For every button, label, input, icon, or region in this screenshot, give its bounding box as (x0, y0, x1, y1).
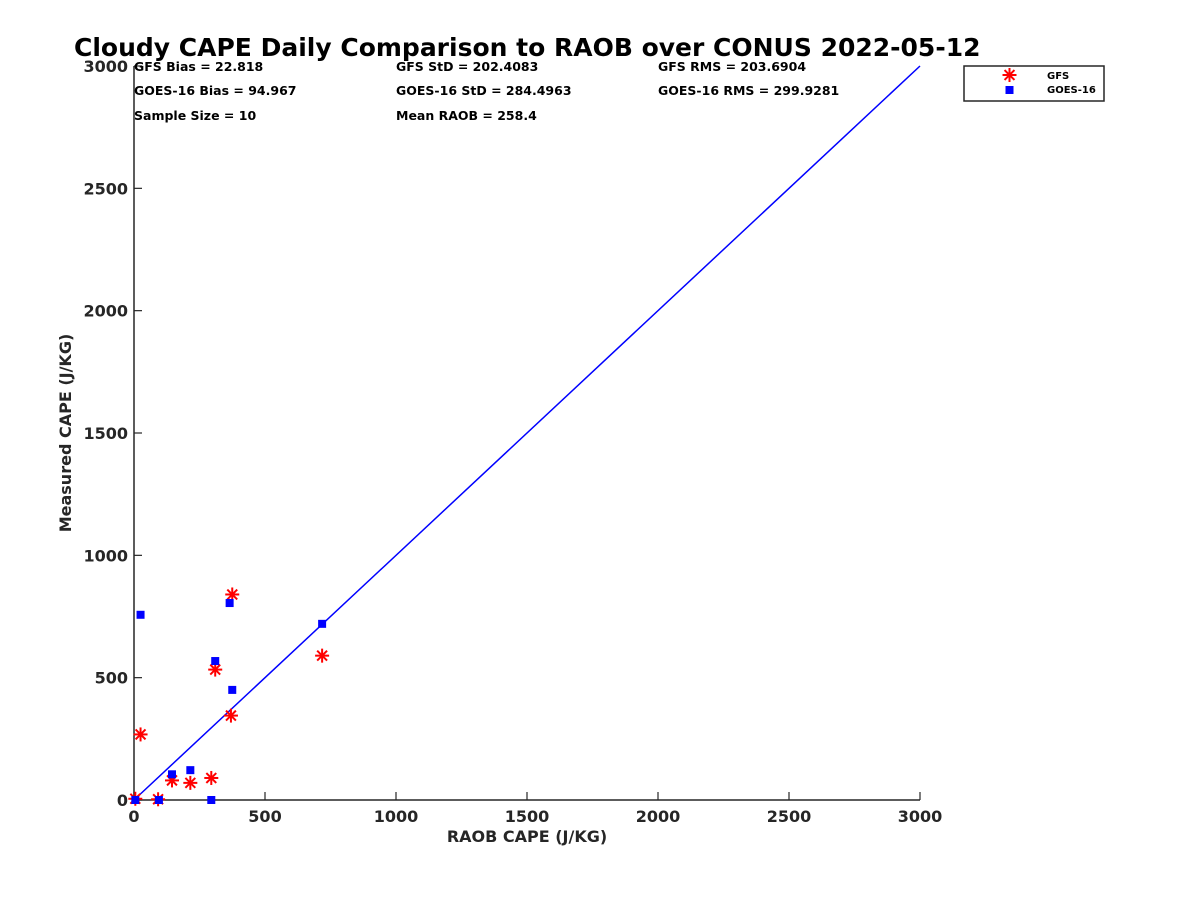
goes-16-point (167, 770, 176, 779)
gfs-point (133, 727, 148, 742)
legend: GFS GOES-16 (963, 65, 1105, 102)
goes-16-series (131, 599, 327, 804)
gfs-point (183, 775, 198, 790)
x-tick-label: 500 (248, 807, 281, 826)
gfs-point (204, 770, 219, 785)
x-tick-label: 2000 (636, 807, 681, 826)
gfs-series (128, 587, 330, 807)
legend-goes-marker (1005, 86, 1014, 94)
goes-16-point (136, 610, 145, 619)
y-tick-label: 2500 (83, 179, 128, 198)
gfs-point (315, 648, 330, 663)
gfs-std-text: GFS StD = 202.4083 (396, 59, 538, 74)
legend-gfs-label: GFS (1047, 71, 1069, 82)
y-tick-label: 1500 (83, 424, 128, 443)
y-tick-label: 1000 (83, 546, 128, 565)
x-ticks: 0 500 1000 1500 2000 2500 3000 (128, 792, 942, 826)
legend-goes-label: GOES-16 (1047, 85, 1096, 96)
x-tick-label: 1000 (374, 807, 419, 826)
chart-title: Cloudy CAPE Daily Comparison to RAOB ove… (74, 33, 980, 62)
stats-block: GFS Bias = 22.818 GOES-16 Bias = 94.967 … (134, 59, 839, 123)
gfs-point (223, 708, 238, 723)
goes-16-point (228, 685, 237, 694)
mean-raob-text: Mean RAOB = 258.4 (396, 108, 537, 123)
gfs-rms-text: GFS RMS = 203.6904 (658, 59, 806, 74)
x-axis-label: RAOB CAPE (J/KG) (447, 827, 607, 846)
x-tick-label: 0 (128, 807, 139, 826)
y-tick-label: 0 (117, 791, 128, 810)
axes: 0 500 1000 1500 2000 2500 3000 0 500 1000 1500 200… (83, 57, 942, 826)
x-tick-label: 3000 (898, 807, 943, 826)
goes-rms-text: GOES-16 RMS = 299.9281 (658, 83, 839, 98)
goes-16-point (225, 599, 234, 608)
legend-gfs-marker (1002, 68, 1017, 82)
goes-16-point (318, 619, 327, 628)
gfs-bias-text: GFS Bias = 22.818 (134, 59, 263, 74)
y-tick-label: 500 (95, 669, 128, 688)
x-tick-label: 1500 (505, 807, 550, 826)
goes-16-point (211, 657, 220, 666)
y-tick-label: 2000 (83, 302, 128, 321)
goes-bias-text: GOES-16 Bias = 94.967 (134, 83, 296, 98)
y-ticks: 0 500 1000 1500 2000 2500 3000 (83, 57, 142, 810)
legend-gfs-asterisk (1002, 68, 1017, 82)
goes-std-text: GOES-16 StD = 284.4963 (396, 83, 572, 98)
goes-16-point (186, 766, 195, 775)
y-tick-label: 3000 (83, 57, 128, 76)
y-axis-label: Measured CAPE (J/KG) (56, 334, 75, 533)
sample-size-text: Sample Size = 10 (134, 108, 256, 123)
goes-16-point (154, 796, 163, 804)
one-to-one-line (133, 65, 921, 801)
goes-16-point (207, 796, 216, 804)
x-tick-label: 2500 (767, 807, 812, 826)
legend-box (963, 65, 1105, 102)
goes-16-point (131, 796, 140, 804)
